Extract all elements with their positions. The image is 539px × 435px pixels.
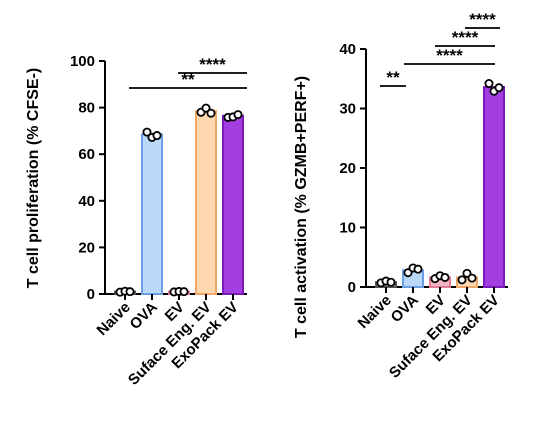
data-point [152,131,162,141]
chart-panel-1: 0 20 40 60 80 100 T cell proliferation (% CFSE… [25,53,247,389]
x-tick-label: OVA [388,292,422,326]
significance-label: **** [436,46,463,65]
bar-5 [483,86,505,288]
data-point [467,273,477,283]
y-tick-label: 20 [339,160,356,177]
significance-label: **** [199,55,226,74]
significance-label: **** [452,28,479,47]
y-tick-label: 40 [78,193,95,210]
data-point [179,287,189,297]
data-point [413,264,423,274]
y-tick-label: 0 [87,286,95,303]
x-tick-label: OVA [127,299,161,333]
data-point [201,103,211,113]
y-tick-label: 10 [339,220,356,237]
data-point [233,110,243,120]
data-point [142,127,152,137]
data-point [494,83,504,93]
y-axis-label: T cell activation (% GZMB+PERF+) [293,76,310,338]
bar-5 [222,114,244,295]
data-point [206,108,216,118]
data-point [386,277,396,287]
y-axis-label: T cell proliferation (% CFSE-) [25,68,42,288]
data-point [457,275,467,285]
significance-label: ** [181,70,195,89]
data-point [440,272,450,282]
y-tick-label: 100 [70,53,95,70]
chart-panel-2: 0 10 20 30 40 T cell activation (% GZMB+PERF+… [293,10,508,382]
y-tick-label: 40 [339,41,356,58]
y-tick-label: 30 [339,101,356,118]
bar-4 [195,110,217,295]
y-tick-label: 20 [78,239,95,256]
y-tick-label: 0 [348,279,356,296]
data-point [125,287,135,297]
significance-label: ** [386,68,400,87]
data-point [484,79,494,89]
bar-2 [141,133,163,295]
y-tick-label: 80 [78,100,95,117]
significance-label: **** [469,10,496,29]
y-tick-label: 60 [78,146,95,163]
